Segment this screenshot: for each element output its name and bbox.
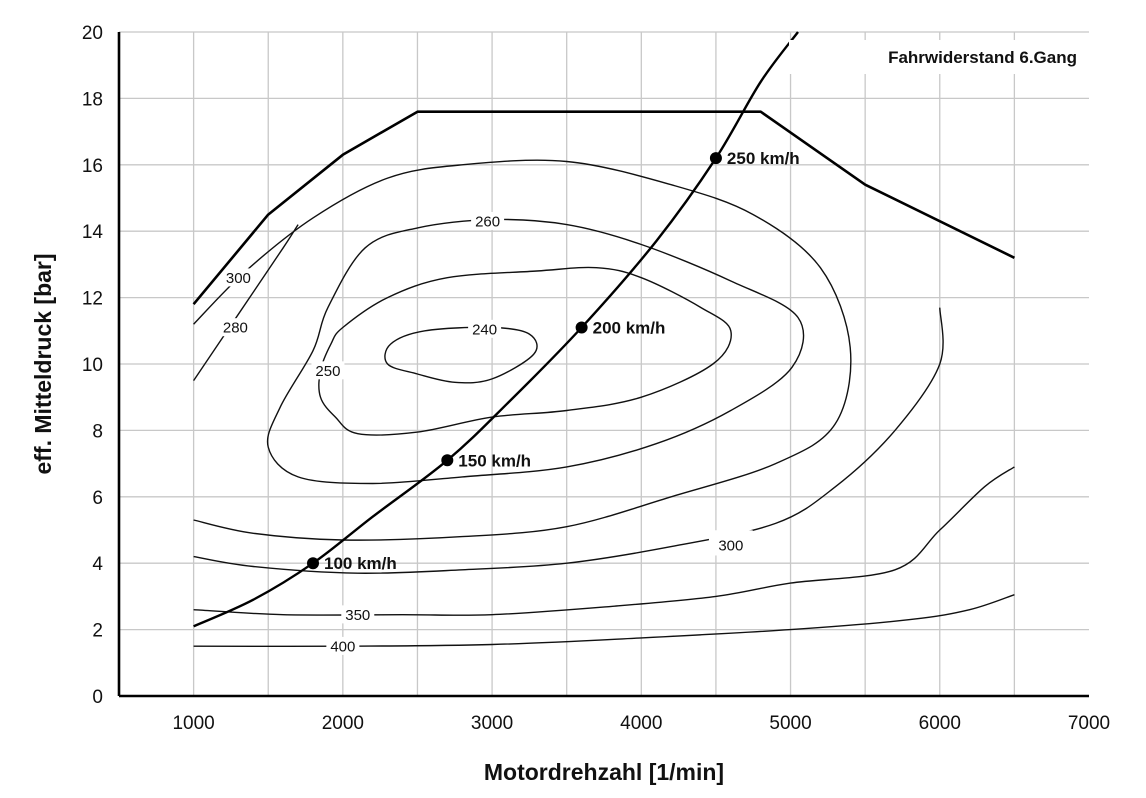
- y-tick-label: 14: [82, 222, 104, 243]
- contour-line: [193, 307, 944, 574]
- contour-label: 240: [472, 321, 497, 338]
- contour-label: 400: [330, 638, 355, 655]
- y-tick-label: 2: [92, 621, 103, 642]
- contour-label-bg: [468, 319, 502, 338]
- speed-marker-label: 150 km/h: [458, 451, 531, 470]
- contour-label-bg: [311, 361, 345, 380]
- speed-marker: [575, 321, 588, 334]
- contour-lines: 240 250 260 280 300 300 350 400: [193, 159, 1015, 655]
- contour-label-bg: [221, 268, 255, 287]
- x-tick-label: 4000: [620, 713, 662, 734]
- y-tick-label: 8: [92, 421, 103, 442]
- x-tick-label: 3000: [471, 713, 513, 734]
- contour-label: 300: [226, 270, 251, 287]
- y-tick-label: 18: [82, 89, 103, 110]
- annotation-label: Fahrwiderstand 6.Gang: [888, 48, 1077, 67]
- x-tick-label: 5000: [769, 713, 811, 734]
- contour-label: 300: [718, 538, 743, 555]
- contour-line: [266, 218, 805, 485]
- full-load-curve: [192, 110, 1015, 306]
- axes: [117, 32, 1089, 698]
- road-load-line: [193, 31, 799, 628]
- x-tick-label: 6000: [919, 713, 961, 734]
- x-tick-label: 7000: [1068, 713, 1110, 734]
- grid: [119, 31, 1089, 696]
- y-tick-label: 12: [82, 289, 103, 310]
- contour-line: [193, 224, 299, 381]
- contour-line: [193, 159, 852, 541]
- contour-label-bg: [708, 530, 753, 556]
- annotation-box: [789, 40, 1085, 74]
- contour-label-bg: [326, 636, 360, 655]
- speed-marker-label: 200 km/h: [593, 318, 666, 337]
- full-load-line: [192, 110, 1015, 306]
- y-tick-label: 20: [82, 23, 103, 44]
- contour-label: 280: [223, 320, 248, 337]
- contour-label: 250: [315, 363, 340, 380]
- speed-marker-label: 250 km/h: [727, 149, 800, 168]
- y-axis-label: eff. Mitteldruck [bar]: [30, 253, 56, 474]
- y-tick-label: 4: [92, 554, 103, 575]
- speed-marker: [307, 557, 319, 570]
- speed-marker-label: 100 km/h: [324, 554, 397, 573]
- y-tick-label: 16: [82, 156, 103, 177]
- contour-label: 350: [345, 607, 370, 624]
- contour-label: 260: [475, 213, 500, 230]
- contour-line: [384, 326, 538, 384]
- y-tick-label: 0: [92, 687, 103, 708]
- speed-marker: [441, 454, 454, 467]
- tick-labels: 1000 2000 3000 4000 5000 6000 7000 0 2 4 6 8 10 12 14 1…: [82, 23, 1110, 734]
- x-tick-label: 1000: [172, 713, 214, 734]
- y-tick-label: 10: [82, 355, 103, 376]
- contour-line: [318, 266, 732, 436]
- contour-label-bg: [471, 211, 505, 230]
- contour-label-bg: [341, 605, 375, 624]
- x-tick-label: 2000: [322, 713, 364, 734]
- speed-marker: [709, 152, 722, 165]
- contour-label-bg: [218, 318, 252, 337]
- road-load-curve: 100 km/h 150 km/h 200 km/h 250 km/h: [193, 31, 800, 628]
- y-tick-label: 6: [92, 488, 103, 509]
- x-axis-label: Motordrehzahl [1/min]: [484, 759, 724, 785]
